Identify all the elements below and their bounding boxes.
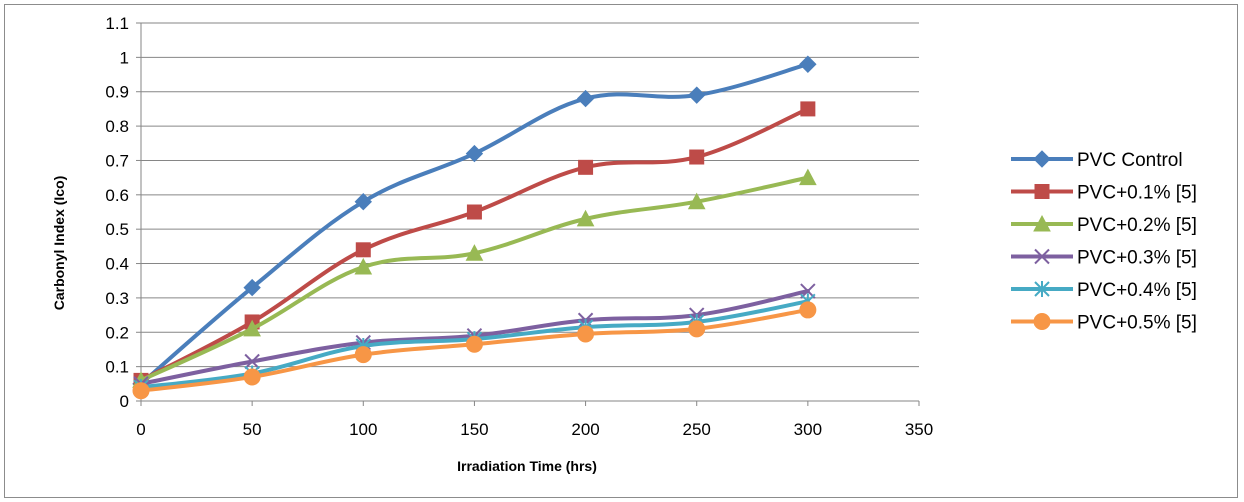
- x-tick-label: 0: [136, 420, 145, 439]
- legend-label: PVC+0.2% [5]: [1077, 215, 1197, 236]
- data-point-pvc-0-5-5: [799, 301, 817, 319]
- data-point-pvc-0-2-5: [465, 244, 484, 261]
- y-tick-label: 0.6: [105, 186, 129, 205]
- y-tick-label: 0.4: [105, 255, 129, 274]
- data-point-pvc-0-5-5: [688, 320, 706, 338]
- axes: [136, 22, 920, 406]
- data-point-pvc-control: [354, 192, 372, 211]
- data-point-pvc-control: [465, 144, 484, 163]
- series-pvc-0-5-5: [132, 301, 817, 400]
- legend-label: PVC+0.1% [5]: [1077, 183, 1197, 204]
- series-layer: [132, 55, 817, 400]
- legend-label: PVC+0.5% [5]: [1077, 313, 1197, 334]
- legend-swatch-marker: [1033, 150, 1051, 168]
- y-tick-label: 0.5: [105, 220, 129, 239]
- legend-item-pvc-0-2-5: PVC+0.2% [5]: [1011, 214, 1197, 236]
- chart-frame: [4, 4, 1238, 498]
- data-point-pvc-0-2-5: [243, 319, 261, 337]
- legend-label: PVC+0.4% [5]: [1077, 280, 1197, 301]
- legend-swatch-marker: [1034, 248, 1050, 265]
- y-tick-label: 0.8: [105, 117, 129, 136]
- data-point-pvc-0-2-5: [687, 192, 706, 210]
- data-point-pvc-0-5-5: [577, 325, 595, 343]
- data-point-pvc-0-1-5: [355, 242, 371, 258]
- data-point-pvc-0-5-5: [132, 382, 150, 400]
- data-point-pvc-0-2-5: [799, 168, 817, 186]
- x-tick-label: 250: [683, 420, 711, 439]
- data-point-pvc-control: [688, 86, 706, 104]
- data-point-pvc-0-2-5: [576, 209, 595, 227]
- legend-label: PVC Control: [1077, 150, 1183, 171]
- data-point-pvc-0-3-5: [244, 353, 260, 370]
- y-tick-label: 0.1: [105, 358, 129, 377]
- data-point-pvc-0-5-5: [465, 335, 483, 353]
- legend-swatch-marker: [1033, 313, 1051, 330]
- marker-stroke: [244, 353, 260, 370]
- legend-swatch-marker: [1034, 281, 1050, 297]
- data-point-pvc-0-5-5: [354, 346, 372, 364]
- data-point-pvc-0-2-5: [354, 257, 373, 275]
- y-tick-label: 0.7: [105, 151, 129, 170]
- data-point-pvc-0-1-5: [800, 101, 816, 117]
- legend-item-pvc-0-3-5: PVC+0.3% [5]: [1011, 248, 1197, 269]
- legend: PVC Control PVC+0.1% [5] PVC+0.2% [5] PVC+0…: [1011, 150, 1197, 334]
- x-tick-label: 350: [905, 420, 933, 439]
- data-point-pvc-control: [799, 55, 817, 73]
- y-tick-label: 0.2: [105, 323, 129, 342]
- x-tick-label: 50: [243, 420, 262, 439]
- y-tick-label: 1.1: [105, 14, 129, 33]
- gridlines: [141, 22, 919, 368]
- x-tick-label: 300: [794, 420, 822, 439]
- y-axis-title: Carbonyl Index (Ico): [51, 176, 67, 311]
- x-tick-label: 150: [460, 420, 488, 439]
- x-tick-label: 100: [349, 420, 377, 439]
- y-tick-label: 0: [120, 392, 129, 411]
- y-tick-label: 0.3: [105, 289, 129, 308]
- y-tick-label: 1: [120, 48, 129, 67]
- data-point-pvc-control: [243, 278, 261, 297]
- data-point-pvc-0-1-5: [689, 149, 705, 165]
- legend-item-pvc-0-1-5: PVC+0.1% [5]: [1011, 183, 1197, 204]
- legend-item-pvc-control: PVC Control: [1011, 150, 1183, 171]
- x-axis-title: Irradiation Time (hrs): [457, 458, 597, 474]
- legend-label: PVC+0.3% [5]: [1077, 248, 1197, 269]
- legend-swatch-marker: [1034, 184, 1050, 199]
- data-point-pvc-0-1-5: [466, 204, 482, 220]
- data-point-pvc-0-5-5: [243, 368, 261, 386]
- series-pvc-0-2-5: [132, 168, 817, 388]
- marker-stroke: [1034, 248, 1050, 265]
- legend-item-pvc-0-5-5: PVC+0.5% [5]: [1011, 313, 1197, 334]
- y-tick-labels: 0 0.1 0.2 0.3 0.4 0.5 0.6 0.7 0.8 0.9 1 1.1: [105, 14, 129, 411]
- x-tick-labels: 0 50 100 150 200 250 300 350: [136, 420, 933, 439]
- data-point-pvc-0-1-5: [578, 159, 594, 175]
- data-point-pvc-control: [576, 89, 595, 108]
- x-tick-label: 200: [571, 420, 599, 439]
- y-tick-label: 0.9: [105, 83, 129, 102]
- legend-swatch-marker: [1033, 214, 1051, 232]
- legend-item-pvc-0-4-5: PVC+0.4% [5]: [1011, 280, 1197, 301]
